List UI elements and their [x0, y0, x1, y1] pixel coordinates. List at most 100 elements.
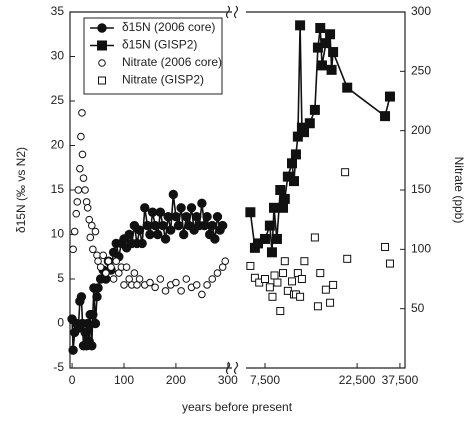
data-point	[313, 302, 322, 311]
data-point	[278, 202, 289, 213]
legend-label: δ15N (2006 core)	[122, 20, 215, 34]
data-point	[321, 285, 330, 294]
legend-marker	[98, 59, 106, 67]
y-tick-label: 20	[51, 138, 65, 152]
data-point	[329, 280, 338, 289]
data-point	[130, 269, 139, 277]
data-point	[275, 185, 286, 195]
data-point	[140, 203, 150, 213]
data-point	[320, 38, 331, 49]
data-point	[293, 269, 302, 278]
legend-marker	[98, 76, 106, 85]
data-point	[316, 60, 327, 71]
data-point	[150, 220, 160, 231]
data-point	[177, 287, 185, 295]
y2-tick-label: 50	[411, 301, 425, 315]
data-point	[191, 212, 202, 222]
data-point	[287, 277, 296, 286]
data-point	[342, 82, 353, 93]
x-tick-label: 200	[166, 373, 186, 387]
data-point	[76, 292, 87, 302]
y2-tick-label: 150	[411, 182, 431, 196]
data-point	[151, 283, 159, 292]
legend-marker	[97, 23, 107, 33]
data-point	[147, 207, 158, 217]
data-point	[155, 207, 166, 217]
y-tick-label: 10	[51, 227, 65, 241]
data-point	[160, 234, 171, 244]
data-point	[82, 318, 93, 329]
data-point	[96, 263, 105, 271]
y-tick-label: 25	[51, 93, 65, 107]
legend-label: Nitrate (GISP2)	[122, 73, 204, 87]
y2-tick-label: 200	[411, 123, 431, 137]
legend-marker	[97, 40, 107, 51]
legend-label: Nitrate (2006 core)	[122, 55, 222, 69]
data-point	[77, 132, 85, 141]
data-point	[179, 229, 189, 240]
data-point	[309, 104, 320, 115]
data-point	[83, 204, 92, 212]
data-point	[250, 273, 259, 282]
data-point	[268, 292, 277, 301]
data-point	[207, 220, 217, 231]
x-tick-label: 37,500	[382, 373, 419, 387]
y-tick-label: 35	[51, 4, 65, 18]
y-tick-label: 15	[51, 182, 65, 196]
data-point	[197, 198, 207, 209]
data-point	[93, 283, 103, 293]
data-point	[279, 269, 288, 278]
data-point	[80, 327, 90, 338]
data-point	[81, 186, 89, 194]
data-point	[78, 109, 86, 117]
data-point	[137, 238, 147, 249]
data-point	[153, 229, 163, 240]
y2-axis-label: Nitrate (ppb)	[452, 157, 466, 224]
data-point	[199, 220, 210, 231]
data-point	[122, 263, 131, 271]
data-point	[264, 220, 275, 231]
data-point	[341, 168, 350, 177]
data-point	[310, 233, 319, 242]
data-point	[316, 269, 325, 278]
data-point	[203, 281, 211, 289]
data-point	[260, 275, 269, 283]
data-point	[161, 287, 170, 295]
data-point	[304, 118, 315, 129]
data-point	[145, 229, 155, 240]
y-tick-label: -5	[53, 360, 64, 374]
data-point	[142, 220, 153, 231]
data-point	[88, 309, 98, 320]
data-point	[102, 269, 110, 277]
data-point	[295, 20, 306, 31]
data-point	[276, 307, 285, 316]
data-point	[109, 275, 118, 283]
data-point	[326, 298, 335, 307]
data-point	[212, 212, 223, 222]
data-point	[384, 91, 395, 102]
data-point	[192, 281, 201, 289]
data-point	[68, 345, 78, 355]
data-point	[299, 127, 310, 138]
data-point	[182, 275, 191, 283]
data-point	[146, 278, 154, 287]
data-point	[73, 198, 82, 206]
data-point	[78, 150, 87, 159]
data-point	[158, 220, 168, 231]
data-point	[343, 254, 352, 263]
data-point	[297, 275, 306, 283]
data-point	[213, 269, 222, 277]
data-point	[381, 242, 390, 251]
legend-label: δ15N (GISP2)	[122, 38, 197, 52]
data-point	[290, 149, 301, 160]
data-point	[268, 202, 279, 213]
data-point	[74, 186, 83, 194]
data-point	[273, 278, 282, 287]
data-point	[135, 275, 144, 283]
y2-tick-label: 250	[411, 64, 431, 78]
y2-tick-label: 100	[411, 242, 431, 256]
data-point	[270, 271, 279, 280]
data-point	[89, 245, 97, 254]
data-point	[246, 261, 255, 270]
